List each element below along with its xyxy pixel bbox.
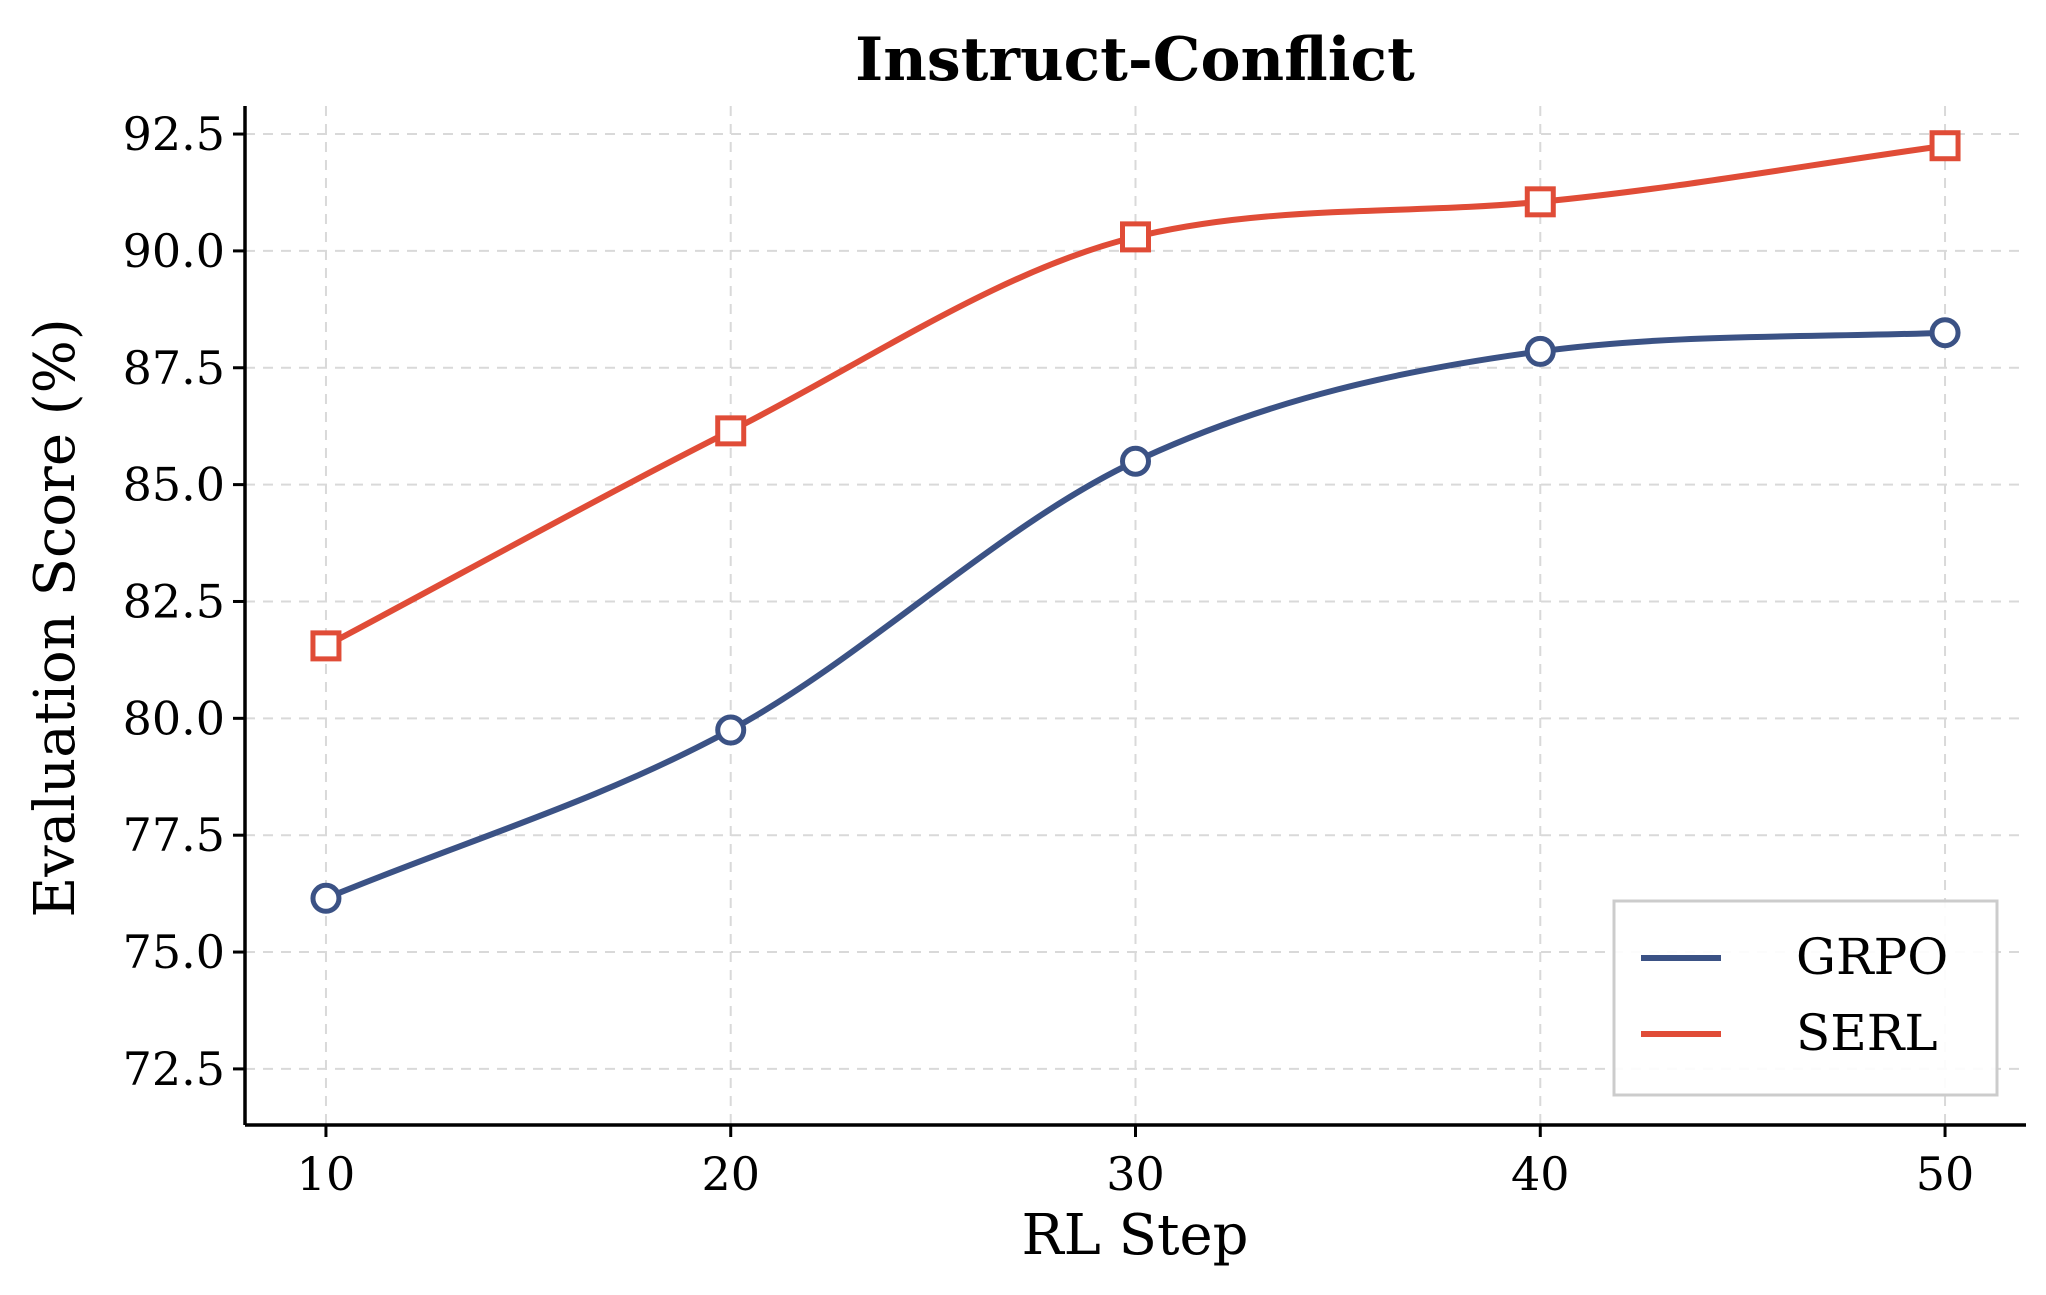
data-point-grpo: [1120, 445, 1151, 477]
legend-label-grpo: GRPO: [1796, 928, 1948, 986]
data-point-grpo: [1524, 335, 1556, 367]
x-tick-label: 40: [1511, 1147, 1570, 1201]
data-point-grpo: [715, 714, 747, 746]
y-tick-label: 87.5: [123, 341, 225, 395]
data-point-serl: [1929, 130, 1961, 162]
data-point-serl: [1524, 186, 1556, 218]
data-point-grpo: [1929, 317, 1961, 349]
y-axis-label: Evaluation Score (%): [23, 318, 88, 917]
y-tick-label: 90.0: [123, 224, 225, 278]
y-tick-label: 85.0: [123, 458, 225, 512]
y-tick-label: 92.5: [123, 107, 225, 161]
x-axis-label: RL Step: [1021, 1203, 1248, 1268]
chart-title: Instruct-Conflict: [855, 25, 1415, 95]
legend-box: [1612, 899, 1999, 1097]
x-tick-label: 20: [701, 1147, 760, 1201]
legend: GRPO SERL: [1612, 899, 1999, 1097]
x-tick-label: 10: [297, 1147, 356, 1201]
data-point-serl: [1120, 221, 1151, 253]
y-tick-label: 82.5: [123, 574, 225, 628]
y-tick-label: 72.5: [123, 1042, 225, 1096]
y-tick-label: 77.5: [123, 808, 225, 862]
x-tick-label: 50: [1916, 1147, 1975, 1201]
x-tick-label: 30: [1106, 1147, 1165, 1201]
data-point-serl: [310, 630, 342, 662]
legend-label-serl: SERL: [1796, 1004, 1938, 1062]
ticks: 10 20 30 40 50 72.5 75.0 77.5 80.0 82.5 85.0 87.5 90…: [123, 107, 1975, 1201]
y-tick-label: 75.0: [123, 925, 225, 979]
data-point-grpo: [310, 882, 342, 914]
y-tick-label: 80.0: [123, 691, 225, 745]
markers: [310, 130, 1961, 914]
data-point-serl: [715, 415, 747, 447]
